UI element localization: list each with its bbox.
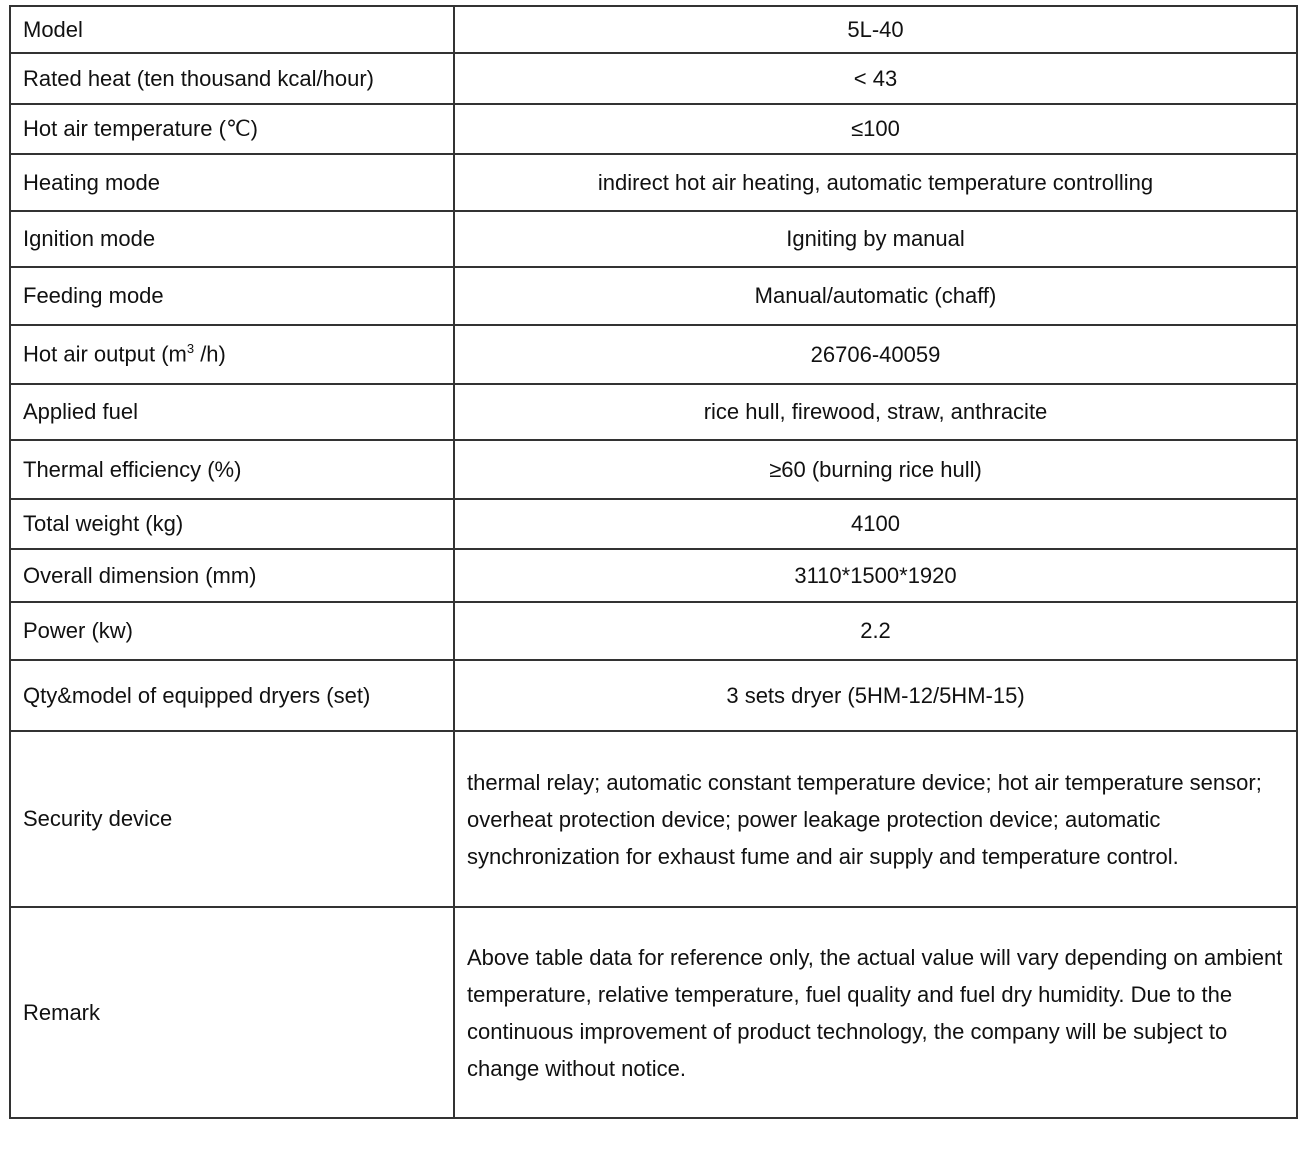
spec-value: 4100 [453, 498, 1298, 550]
spec-label: Heating mode [9, 153, 455, 212]
spec-value: 5L-40 [453, 5, 1298, 54]
table-row: Hot air output (m3 /h) 26706-40059 [9, 324, 1298, 385]
table-row: Ignition mode Igniting by manual [9, 210, 1298, 268]
spec-value: Manual/automatic (chaff) [453, 266, 1298, 326]
table-row: Applied fuel rice hull, firewood, straw, … [9, 383, 1298, 441]
label-text: Hot air output (m [23, 341, 187, 367]
table-row: Feeding mode Manual/automatic (chaff) [9, 266, 1298, 326]
spec-value: thermal relay; automatic constant temper… [453, 730, 1298, 908]
table-row: Remark Above table data for reference onl… [9, 906, 1298, 1119]
spec-value: Above table data for reference only, the… [453, 906, 1298, 1119]
spec-value: 3110*1500*1920 [453, 548, 1298, 603]
spec-label: Qty&model of equipped dryers (set) [9, 659, 455, 732]
table-row: Model 5L-40 [9, 5, 1298, 54]
spec-label: Hot air output (m3 /h) [9, 324, 455, 385]
spec-label: Hot air temperature (℃) [9, 103, 455, 155]
table-row: Security device thermal relay; automatic … [9, 730, 1298, 908]
spec-label: Rated heat (ten thousand kcal/hour) [9, 52, 455, 105]
spec-value: rice hull, firewood, straw, anthracite [453, 383, 1298, 441]
spec-label: Total weight (kg) [9, 498, 455, 550]
table-row: Overall dimension (mm) 3110*1500*1920 [9, 548, 1298, 603]
spec-value: Igniting by manual [453, 210, 1298, 268]
table-row: Rated heat (ten thousand kcal/hour) < 43 [9, 52, 1298, 105]
table-row: Hot air temperature (℃) ≤100 [9, 103, 1298, 155]
spec-label: Model [9, 5, 455, 54]
table-row: Power (kw) 2.2 [9, 601, 1298, 661]
spec-label: Feeding mode [9, 266, 455, 326]
spec-value: indirect hot air heating, automatic temp… [453, 153, 1298, 212]
spec-label: Power (kw) [9, 601, 455, 661]
spec-table: Model 5L-40 Rated heat (ten thousand kcal/… [9, 5, 1298, 1119]
spec-value: < 43 [453, 52, 1298, 105]
label-superscript: 3 [186, 341, 195, 357]
spec-label: Overall dimension (mm) [9, 548, 455, 603]
label-text: /h) [194, 341, 226, 367]
spec-value: ≥60 (burning rice hull) [453, 439, 1298, 500]
spec-label: Ignition mode [9, 210, 455, 268]
table-row: Total weight (kg) 4100 [9, 498, 1298, 550]
table-row: Thermal efficiency (%) ≥60 (burning rice … [9, 439, 1298, 500]
spec-value: ≤100 [453, 103, 1298, 155]
spec-value: 2.2 [453, 601, 1298, 661]
spec-value: 3 sets dryer (5HM-12/5HM-15) [453, 659, 1298, 732]
table-row: Qty&model of equipped dryers (set) 3 sets… [9, 659, 1298, 732]
spec-label: Security device [9, 730, 455, 908]
spec-label: Remark [9, 906, 455, 1119]
spec-value: 26706-40059 [453, 324, 1298, 385]
spec-label: Applied fuel [9, 383, 455, 441]
spec-label: Thermal efficiency (%) [9, 439, 455, 500]
table-row: Heating mode indirect hot air heating, au… [9, 153, 1298, 212]
